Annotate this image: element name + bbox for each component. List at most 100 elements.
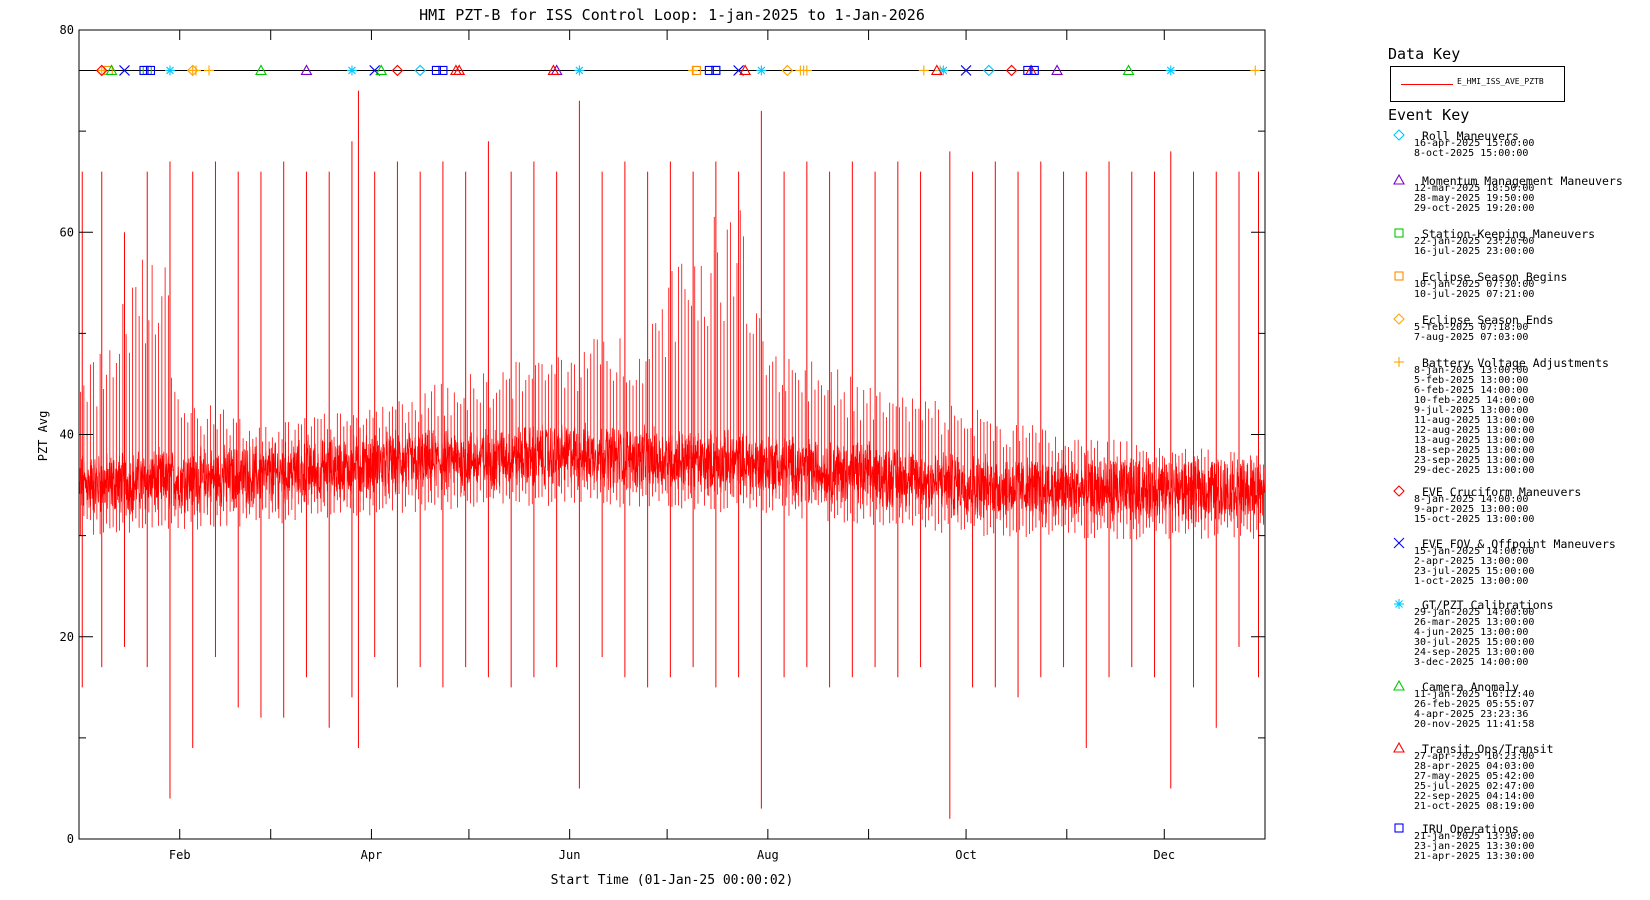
event-key-title: Event Key [1388,106,1470,124]
event-marker [119,65,130,76]
event-marker [96,65,107,76]
triangle-icon [1393,741,1405,753]
x-tick-label: Oct [955,848,977,862]
event-marker [547,64,560,75]
event-marker [1005,64,1018,77]
x-tick-label: Aug [757,848,779,862]
asterisk-icon [1394,599,1404,609]
event-marker [145,65,156,75]
event-marker [438,65,448,75]
event-key-label: Transit Ops/Transit [1422,742,1554,756]
event-marker [369,65,381,76]
data-key-box: E_HMI_ISS_AVE_PZTB [1390,66,1565,102]
square-icon [1394,228,1404,238]
event-key-dates: 8-jan-2025 14:00:00 9-apr-2025 13:00:00 … [1414,494,1535,525]
event-key-dates: 15-jan-2025 14:00:00 2-apr-2025 13:00:00… [1414,546,1535,587]
event-key-dates: 8-jan-2025 13:00:00 5-feb-2025 13:00:00 … [1414,365,1535,476]
event-key-symbol [1394,599,1404,609]
chart-title: HMI PZT-B for ISS Control Loop: 1-jan-20… [419,6,925,24]
event-key-symbol [1393,173,1405,185]
event-marker [801,65,812,76]
event-marker [733,65,744,76]
event-key-dates: 29-jan-2025 14:00:00 26-mar-2025 13:00:0… [1414,607,1535,668]
event-marker [574,65,585,76]
event-key-label: Eclipse Season Begins [1422,270,1568,284]
event-marker [139,65,149,75]
event-key-symbol [1393,485,1405,497]
legend-panel: Data Key E_HMI_ISS_AVE_PZTB Event Key Ro… [1388,0,1650,900]
event-key-symbol [1394,357,1404,367]
event-key-dates: 21-jan-2025 13:30:00 23-jan-2025 13:30:0… [1414,831,1535,862]
event-marker [105,64,118,75]
event-key-dates: 22-jan-2025 23:20:00 16-jul-2025 23:00:0… [1414,236,1535,257]
series-line-swatch [1401,84,1453,85]
diamond-icon [1393,129,1405,141]
x-tick-label: Dec [1153,848,1175,862]
event-marker [960,65,972,76]
y-tick-label: 80 [60,23,74,37]
event-marker [190,65,201,76]
event-key-symbol [1394,271,1404,281]
event-key-symbol [1394,228,1404,238]
event-marker [930,64,943,75]
square-icon [1394,271,1404,281]
event-key-label: Station-Keeping Maneuvers [1422,227,1596,241]
event-key-label: GT/PZT Calibrations [1422,598,1554,612]
event-marker [164,65,175,76]
event-marker [453,64,466,75]
event-key-dates: 12-mar-2025 18:50:00 28-may-2025 19:50:0… [1414,183,1535,214]
x-tick-label: Feb [169,848,191,862]
square-icon [1394,823,1404,833]
event-key-label: IRU Operations [1422,822,1519,836]
event-marker [711,65,721,75]
event-key-label: Momentum Management Maneuvers [1422,174,1623,188]
event-markers [95,64,1261,77]
event-marker [1122,64,1135,75]
event-key-label: EVE FOV & Offpoint Maneuvers [1422,537,1616,551]
series-name: E_HMI_ISS_AVE_PZTB [1457,77,1544,86]
event-marker [431,65,441,75]
event-key-symbol [1394,823,1404,833]
x-icon [1393,537,1405,549]
event-marker [704,65,714,75]
event-key-label: Battery Voltage Adjustments [1422,356,1609,370]
event-marker [414,64,426,77]
event-marker [1250,65,1261,76]
event-key-symbol [1393,679,1405,691]
y-tick-label: 20 [60,630,74,644]
y-tick-label: 0 [67,832,74,846]
event-marker [375,64,388,75]
event-marker [739,64,752,75]
event-marker [756,65,767,76]
x-tick-label: Jun [559,848,581,862]
event-marker [1023,65,1033,75]
x-axis-label: Start Time (01-Jan-25 00:00:02) [551,873,794,888]
event-key-label: Eclipse Season Ends [1422,313,1554,327]
event-key-symbol [1393,741,1405,753]
event-key-dates: 10-jan-2025 07:30:00 10-jul-2025 07:21:0… [1414,279,1535,300]
event-key-dates: 16-apr-2025 15:00:00 8-oct-2025 15:00:00 [1414,138,1535,159]
event-key-dates: 5-feb-2025 07:18:00 7-aug-2025 07:03:00 [1414,322,1529,343]
diamond-icon [1393,313,1405,325]
daily-peaks [80,210,1264,540]
event-marker [391,64,404,77]
event-marker [255,64,267,75]
y-tick-label: 60 [60,225,74,239]
plus-icon [1394,357,1404,367]
event-key-dates: 11-jan-2025 16:12:40 26-feb-2025 05:55:0… [1414,689,1535,730]
spikes [81,90,1260,819]
x-tick-label: Apr [361,848,383,862]
event-marker [1051,64,1063,75]
event-marker [918,65,929,76]
diamond-icon [1393,485,1405,497]
event-marker [300,64,313,75]
event-marker [203,65,214,76]
event-key-symbol [1393,129,1405,141]
event-marker [688,65,699,76]
event-marker [1029,65,1039,75]
event-key-label: EVE Cruciform Maneuvers [1422,485,1582,499]
data-key-title: Data Key [1388,45,1461,63]
event-marker [1165,65,1176,76]
event-key-label: Camera Anomaly [1422,680,1519,694]
